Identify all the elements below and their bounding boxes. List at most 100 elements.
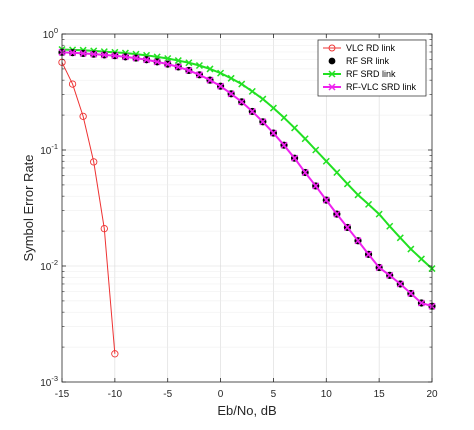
data-point [185, 66, 193, 74]
x-tick-label: -5 [163, 389, 172, 400]
data-point [312, 182, 320, 190]
legend-label: VLC RD link [346, 43, 396, 53]
data-point [227, 74, 235, 82]
data-point [269, 129, 277, 137]
data-point [365, 250, 373, 258]
legend-entry: RF SR link [328, 56, 390, 66]
data-point [238, 80, 246, 88]
data-point [407, 289, 415, 297]
data-point [375, 264, 383, 272]
data-point [343, 180, 351, 188]
data-point [111, 52, 119, 60]
data-point [100, 51, 108, 59]
x-tick-label: 5 [271, 389, 277, 400]
data-point [328, 44, 336, 52]
x-tick-label: -15 [55, 389, 70, 400]
y-axis-label: Symbol Error Rate [21, 155, 36, 262]
data-point [69, 49, 77, 57]
data-point [174, 63, 182, 71]
data-point [291, 154, 299, 162]
data-point [259, 95, 267, 103]
data-point [365, 200, 373, 208]
data-point [333, 168, 341, 177]
data-point [328, 57, 336, 65]
data-point [417, 255, 425, 263]
plot-border [61, 33, 433, 383]
data-point [90, 50, 98, 58]
data-point [280, 141, 288, 149]
data-point [79, 112, 87, 121]
data-point [164, 54, 172, 63]
ticks [61, 33, 433, 383]
data-point [386, 271, 394, 279]
data-point [328, 70, 336, 78]
legend-label: RF SRD link [346, 69, 396, 79]
data-point [79, 49, 87, 57]
data-point [100, 224, 108, 233]
data-point [68, 80, 77, 88]
y-tick-labels: 10-3 10-2 10-1 100 [40, 26, 58, 389]
legend-entry: VLC RD link [323, 43, 396, 53]
data-point [153, 58, 161, 66]
data-point [354, 237, 362, 245]
y-tick-label: 10-3 [40, 374, 58, 389]
legend-entry: RF SRD link [323, 69, 396, 79]
x-axis-label: Eb/No, dB [217, 403, 276, 418]
data-point [238, 98, 246, 106]
legend: VLC RD link RF SR link RF SRD link RF-VLC S… [317, 39, 427, 97]
data-point [217, 69, 225, 77]
data-point [269, 104, 277, 112]
legend-label: RF SR link [346, 56, 390, 66]
data-point [407, 245, 415, 253]
data-point [90, 158, 98, 166]
data-point [291, 124, 299, 132]
data-point [322, 196, 330, 204]
legend-label: RF-VLC SRD link [346, 82, 417, 92]
data-point [333, 210, 341, 218]
data-point [375, 210, 383, 218]
y-tick-label: 100 [43, 26, 58, 41]
data-point [312, 146, 320, 154]
x-tick-label: -10 [108, 389, 123, 400]
data-point [280, 114, 288, 122]
data-point [111, 350, 119, 358]
data-point [259, 118, 267, 126]
y-tick-label: 10-1 [40, 142, 58, 157]
data-point [343, 223, 351, 231]
x-tick-labels: -15 -10 -5 0 5 10 15 20 [55, 389, 438, 400]
x-tick-label: 15 [374, 389, 386, 400]
data-point [217, 82, 225, 90]
x-tick-label: 0 [218, 389, 224, 400]
data-point [195, 61, 203, 70]
data-point [301, 168, 309, 177]
data-point [195, 71, 203, 79]
data-point [322, 157, 330, 165]
data-point [396, 280, 404, 288]
data-point [121, 53, 129, 61]
x-tick-label: 20 [426, 389, 438, 400]
data-point [206, 65, 214, 73]
data-point [174, 57, 182, 65]
series-layer [58, 45, 436, 358]
data-point [164, 60, 172, 68]
data-point [417, 299, 425, 307]
series-vlc-rd-link [58, 58, 119, 358]
series-line [61, 62, 116, 354]
data-point [248, 107, 256, 115]
data-point [354, 191, 362, 199]
y-tick-label: 10-2 [40, 258, 58, 273]
data-point [132, 54, 140, 62]
data-point [248, 87, 256, 95]
legend-entry: RF-VLC SRD link [323, 82, 417, 92]
data-point [206, 76, 214, 84]
x-tick-label: 10 [321, 389, 333, 400]
data-point [185, 59, 193, 67]
data-point [386, 222, 394, 230]
data-point [301, 135, 309, 143]
data-point [396, 234, 404, 242]
data-point [227, 90, 235, 98]
data-point [143, 56, 151, 64]
series-rf-vlc-srd-link [58, 48, 436, 310]
data-point [328, 83, 336, 91]
